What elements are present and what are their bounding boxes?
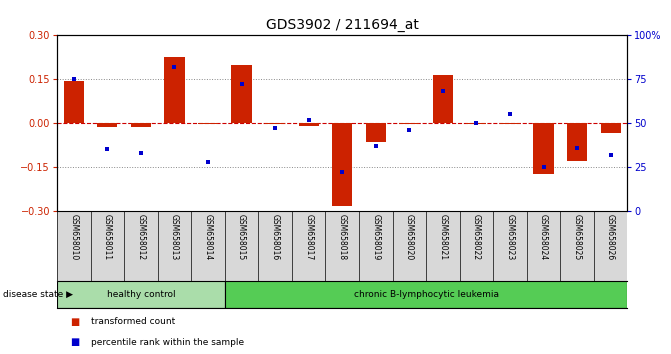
Text: GSM658018: GSM658018	[338, 214, 347, 260]
Text: percentile rank within the sample: percentile rank within the sample	[91, 338, 244, 347]
Text: GSM658025: GSM658025	[572, 214, 582, 261]
Bar	[265, 123, 285, 125]
Bar	[131, 123, 151, 126]
Bar	[366, 123, 386, 142]
Title: GDS3902 / 211694_at: GDS3902 / 211694_at	[266, 18, 419, 32]
Text: GSM658016: GSM658016	[270, 214, 280, 261]
Text: GSM658010: GSM658010	[69, 214, 79, 261]
Bar	[466, 123, 486, 125]
Text: GSM658015: GSM658015	[237, 214, 246, 261]
Text: transformed count: transformed count	[91, 317, 175, 326]
Bar	[97, 123, 117, 126]
Text: GSM658014: GSM658014	[203, 214, 213, 261]
Text: GSM658017: GSM658017	[304, 214, 313, 261]
Bar	[198, 123, 218, 125]
Bar	[332, 123, 352, 206]
Text: GSM658021: GSM658021	[438, 214, 448, 260]
Bar	[433, 75, 453, 123]
Text: disease state ▶: disease state ▶	[3, 290, 73, 299]
Text: GSM658022: GSM658022	[472, 214, 481, 260]
Text: GSM658024: GSM658024	[539, 214, 548, 261]
Bar	[601, 123, 621, 133]
Bar	[567, 123, 587, 161]
Text: healthy control: healthy control	[107, 290, 175, 299]
Bar	[299, 123, 319, 126]
Text: GSM658013: GSM658013	[170, 214, 179, 261]
Bar	[64, 81, 84, 123]
Text: ■: ■	[70, 337, 80, 348]
Bar	[231, 64, 252, 123]
Text: GSM658023: GSM658023	[505, 214, 515, 261]
Bar	[399, 123, 419, 125]
Text: chronic B-lymphocytic leukemia: chronic B-lymphocytic leukemia	[354, 290, 499, 299]
FancyBboxPatch shape	[57, 281, 225, 308]
Text: GSM658011: GSM658011	[103, 214, 112, 260]
Bar	[533, 123, 554, 174]
Text: GSM658026: GSM658026	[606, 214, 615, 261]
Bar	[164, 57, 185, 123]
Text: GSM658020: GSM658020	[405, 214, 414, 261]
Bar	[500, 123, 520, 125]
Text: ■: ■	[70, 317, 80, 327]
Text: GSM658012: GSM658012	[136, 214, 146, 260]
FancyBboxPatch shape	[225, 281, 627, 308]
Text: GSM658019: GSM658019	[371, 214, 380, 261]
